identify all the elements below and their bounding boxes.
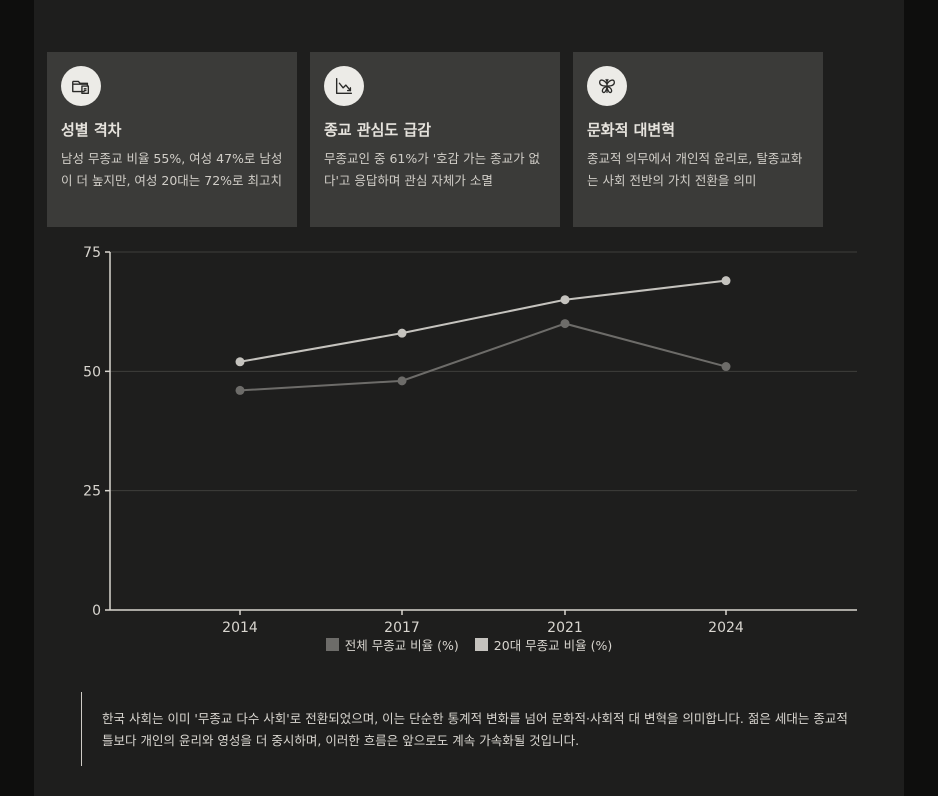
card-description: 종교적 의무에서 개인적 윤리로, 탈종교화는 사회 전반의 가치 전환을 의미 [587, 151, 803, 188]
data-point [397, 328, 407, 338]
card-title: 종교 관심도 급감 [324, 121, 432, 139]
summary-quote: 한국 사회는 이미 '무종교 다수 사회'로 전환되었으며, 이는 단순한 통계… [81, 692, 855, 766]
chart-decline-icon [324, 66, 364, 106]
x-tick-label: 2014 [222, 620, 258, 636]
card-description: 남성 무종교 비율 55%, 여성 47%로 남성이 더 높지만, 여성 20대… [61, 151, 283, 188]
x-tick-label: 2021 [547, 620, 583, 636]
y-tick-label: 50 [83, 364, 101, 380]
data-point [721, 276, 731, 286]
data-point [397, 376, 407, 386]
data-point [560, 295, 570, 305]
insight-cards: 성별 격차 남성 무종교 비율 55%, 여성 47%로 남성이 더 높지만, … [47, 52, 823, 227]
card-description: 무종교인 중 61%가 '호감 가는 종교가 없다'고 응답하며 관심 자체가 … [324, 151, 541, 188]
legend-swatch [474, 637, 488, 651]
y-tick-label: 25 [83, 484, 101, 500]
x-tick-label: 2024 [708, 620, 744, 636]
legend-item-total[interactable]: 전체 무종교 비율 (%) [325, 635, 459, 654]
legend-label: 20대 무종교 비율 (%) [493, 637, 613, 653]
legend-item-20s[interactable]: 20대 무종교 비율 (%) [474, 635, 613, 654]
series-line [239, 322, 727, 392]
card-title: 문화적 대변혁 [587, 121, 676, 139]
data-point [560, 319, 570, 329]
card-cultural-shift: 문화적 대변혁 종교적 의무에서 개인적 윤리로, 탈종교화는 사회 전반의 가… [573, 52, 823, 227]
legend-label: 전체 무종교 비율 (%) [344, 637, 459, 653]
data-point [235, 357, 245, 367]
y-tick-label: 0 [92, 603, 101, 619]
card-gender-gap: 성별 격차 남성 무종교 비율 55%, 여성 47%로 남성이 더 높지만, … [47, 52, 297, 227]
chart-legend: 전체 무종교 비율 (%) 20대 무종교 비율 (%) [0, 634, 938, 654]
card-title: 성별 격차 [61, 121, 122, 139]
folder-document-icon [61, 66, 101, 106]
y-tick-label: 75 [83, 245, 101, 261]
x-tick-label: 2017 [384, 620, 420, 636]
butterfly-icon [587, 66, 627, 106]
legend-swatch [325, 637, 339, 651]
data-point [235, 385, 245, 395]
data-point [721, 362, 731, 372]
card-interest-drop: 종교 관심도 급감 무종교인 중 61%가 '호감 가는 종교가 없다'고 응답… [310, 52, 560, 227]
series-line [239, 279, 727, 363]
